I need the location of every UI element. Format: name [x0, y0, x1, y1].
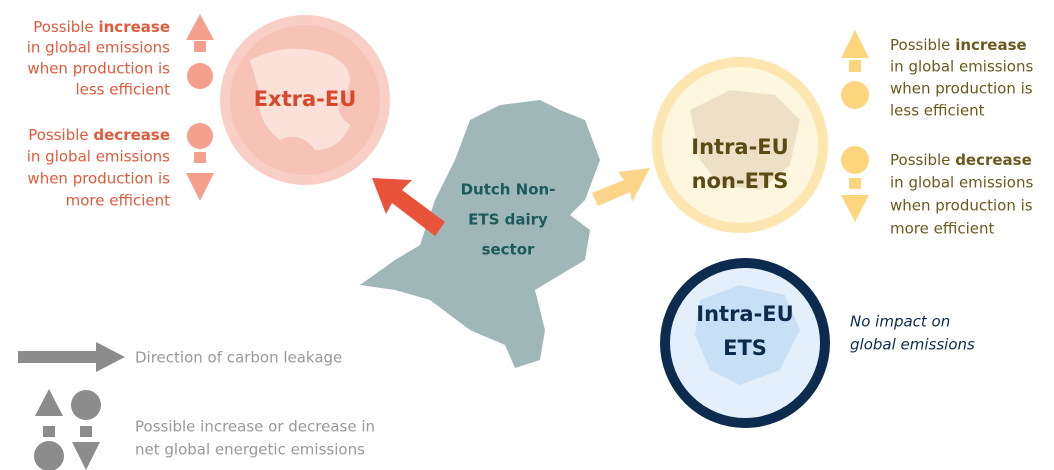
extra-eu-icons — [186, 14, 214, 201]
effect-lead: Possible decrease — [28, 126, 170, 144]
center-label: sector — [482, 241, 535, 259]
legend-symbols-text: net global energetic emissions — [135, 441, 365, 459]
effect-bold-word: decrease — [93, 126, 170, 144]
effect-line: less efficient — [890, 102, 985, 120]
intra-eu-non-ets-label: Intra-EU — [691, 135, 788, 159]
effect-line: less efficient — [75, 81, 170, 99]
effect-line: in global emissions — [27, 39, 170, 57]
effect-lead: Possible increase — [890, 36, 1027, 54]
effect-line: more efficient — [66, 192, 171, 210]
netherlands-map — [360, 100, 600, 368]
effect-lead-word: Possible — [890, 36, 950, 54]
intra-eu-icons — [841, 30, 869, 222]
legend-arrow-text: Direction of carbon leakage — [135, 349, 342, 367]
intra-eu-non-ets-globe — [652, 57, 828, 233]
intra-eu-non-ets-label: non-ETS — [692, 169, 789, 193]
extra-eu-globe — [220, 15, 390, 185]
effect-line: when production is — [27, 170, 170, 188]
ets-note: global emissions — [850, 336, 975, 354]
effect-lead-word: Possible — [28, 126, 88, 144]
legend-symbols-text: Possible increase or decrease in — [135, 418, 375, 436]
effect-line: when production is — [27, 60, 170, 78]
intra-eu-ets-label: Intra-EU — [696, 302, 793, 326]
effect-lead-word: Possible — [890, 151, 950, 169]
arrow-intra-eu — [592, 168, 650, 206]
effect-line: in global emissions — [890, 174, 1033, 192]
effect-line: in global emissions — [890, 58, 1033, 76]
center-label: Dutch Non- — [461, 181, 556, 199]
extra-eu-label: Extra-EU — [254, 87, 357, 111]
effect-lead: Possible increase — [33, 18, 170, 36]
effect-line: in global emissions — [27, 148, 170, 166]
effect-lead-word: Possible — [33, 18, 93, 36]
legend-shapes — [18, 342, 125, 470]
effect-bold-word: decrease — [955, 151, 1032, 169]
center-label: ETS dairy — [468, 211, 548, 229]
effect-bold-word: increase — [955, 36, 1027, 54]
effect-bold-word: increase — [98, 18, 170, 36]
effect-line: when production is — [890, 80, 1033, 98]
effect-line: when production is — [890, 197, 1033, 215]
arrow-extra-eu — [372, 178, 445, 236]
intra-eu-ets-label: ETS — [723, 336, 767, 360]
intra-eu-ets-globe — [660, 258, 830, 428]
ets-note: No impact on — [850, 313, 950, 331]
effect-line: more efficient — [890, 220, 995, 238]
effect-lead: Possible decrease — [890, 151, 1032, 169]
